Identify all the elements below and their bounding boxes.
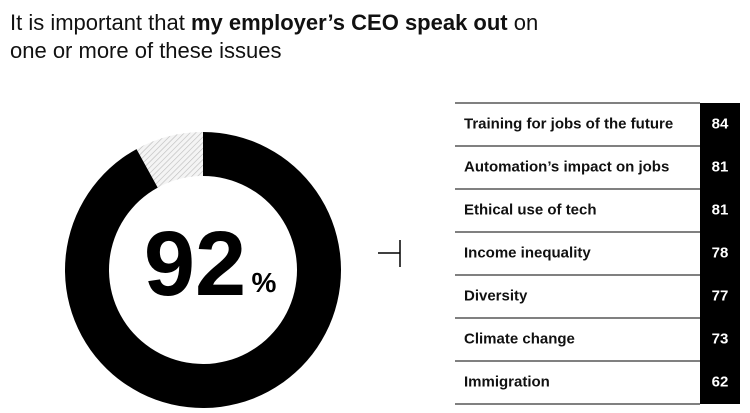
issue-label: Training for jobs of the future <box>464 115 673 132</box>
issue-label: Automation’s impact on jobs <box>464 158 669 175</box>
issue-label: Climate change <box>464 330 575 347</box>
title-line-1: It is important that my employer’s CEO s… <box>10 10 538 35</box>
issue-label: Income inequality <box>464 244 591 261</box>
donut-segment <box>64 132 341 408</box>
value-cell <box>700 103 740 146</box>
title-part: my employer’s CEO speak out <box>191 10 508 35</box>
connector <box>378 240 401 267</box>
issue-value: 84 <box>712 115 729 132</box>
title-line-2: one or more of these issues <box>10 38 281 63</box>
title-part: It is important that <box>10 10 191 35</box>
value-cell <box>700 275 740 318</box>
issue-value: 81 <box>712 158 729 175</box>
value-cell <box>700 361 740 404</box>
value-cell <box>700 189 740 232</box>
center-unit: % <box>252 267 277 298</box>
issue-value: 77 <box>712 287 729 304</box>
title-part: on <box>508 10 539 35</box>
issue-table: Training for jobs of the future 84 Automat… <box>455 102 740 405</box>
issue-label: Ethical use of tech <box>464 201 597 218</box>
issue-value: 62 <box>712 373 729 390</box>
issue-value: 78 <box>712 244 729 261</box>
issue-label: Immigration <box>464 373 550 390</box>
value-cell <box>700 146 740 189</box>
donut-chart: 92% <box>64 132 341 408</box>
value-cell <box>700 318 740 361</box>
issue-value: 81 <box>712 201 729 218</box>
value-cell <box>700 232 740 275</box>
issue-label: Diversity <box>464 287 528 304</box>
center-value: 92 <box>144 213 246 315</box>
donut-remainder <box>136 132 203 188</box>
issue-value: 73 <box>712 330 729 347</box>
